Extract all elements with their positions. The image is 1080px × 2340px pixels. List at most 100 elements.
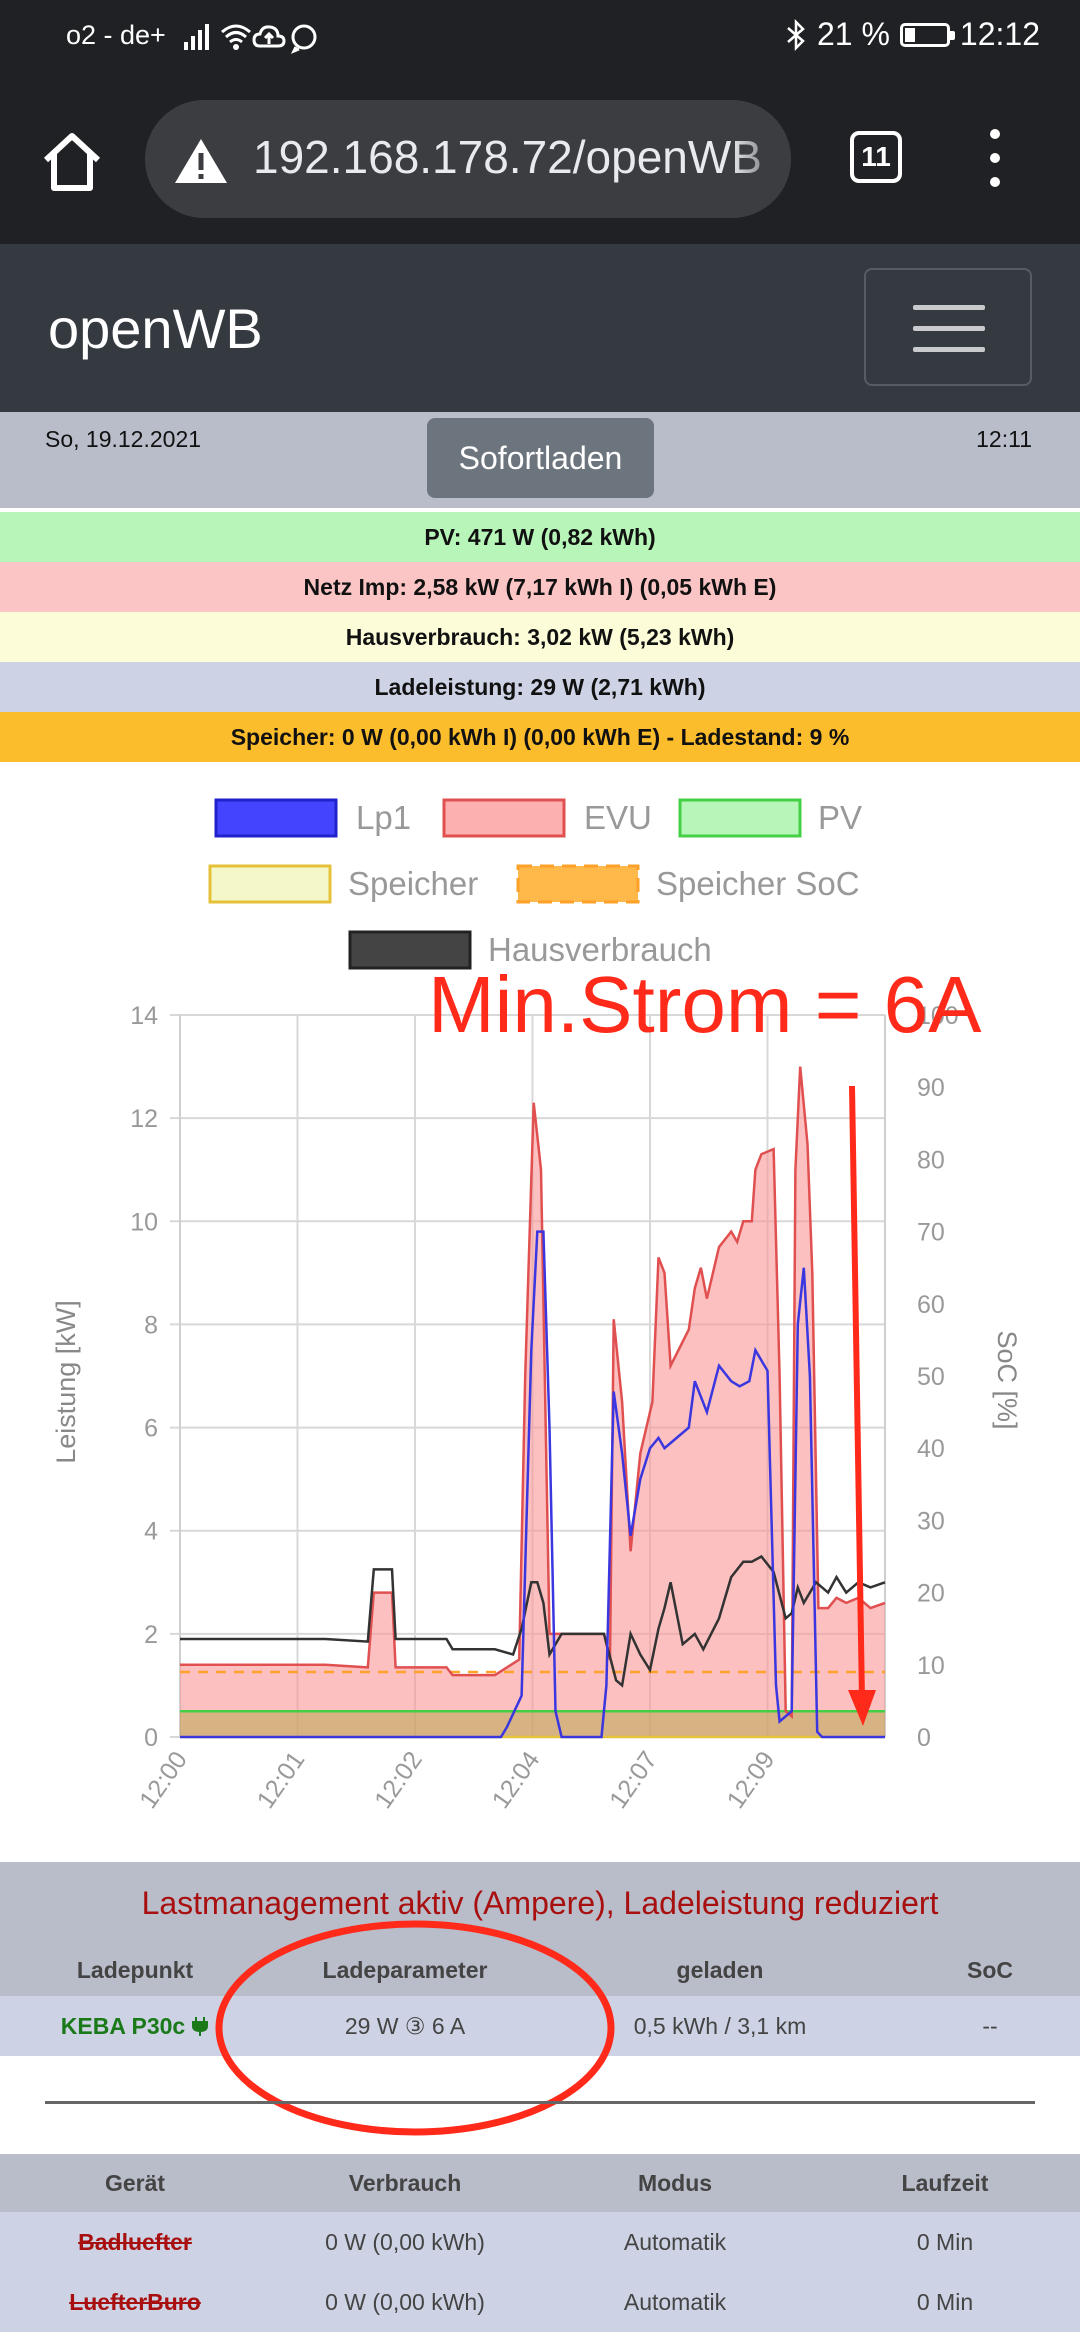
device-laufzeit: 0 Min bbox=[916, 2288, 974, 2315]
y2-tick-label: 70 bbox=[917, 1219, 945, 1247]
device-name[interactable]: Badluefter bbox=[78, 2228, 192, 2255]
highlight-ellipse bbox=[215, 1920, 615, 2136]
battery-percent: 21 % bbox=[816, 16, 890, 52]
y-axis-label: Leistung [kW] bbox=[51, 1300, 81, 1464]
y2-tick-label: 30 bbox=[917, 1507, 945, 1535]
y-tick-label: 2 bbox=[144, 1621, 158, 1649]
x-tick-label: 12:04 bbox=[487, 1746, 546, 1813]
pv-area bbox=[180, 1711, 885, 1737]
date-label: So, 19.12.2021 bbox=[45, 426, 202, 452]
soc-value: -- bbox=[982, 2012, 998, 2039]
x-tick-label: 12:02 bbox=[369, 1746, 428, 1813]
carrier-label: o2 - de+ bbox=[66, 20, 166, 50]
lp1-line bbox=[180, 1230, 885, 1739]
chart-legend: Lp1 EVU PV Speicher Speicher SoC Hausverbrauc… bbox=[208, 798, 862, 970]
bluetooth-icon bbox=[787, 18, 805, 51]
legend-label: EVU bbox=[584, 799, 652, 836]
pv-summary: PV: 471 W (0,82 kWh) bbox=[0, 512, 1080, 562]
brand-title[interactable]: openWB bbox=[48, 297, 263, 360]
x-tick-label: 12:01 bbox=[252, 1746, 311, 1813]
device-modus: Automatik bbox=[623, 2228, 727, 2255]
legend-label: Lp1 bbox=[356, 799, 411, 836]
col-soc: SoC bbox=[967, 1956, 1013, 1983]
annotation-arrow bbox=[848, 1085, 876, 1726]
power-chart: Lp1 EVU PV Speicher Speicher SoC Hausverbrauc… bbox=[51, 798, 1022, 1814]
y-tick-label: 0 bbox=[144, 1724, 158, 1752]
y2-tick-label: 80 bbox=[917, 1146, 945, 1174]
legend-swatch bbox=[214, 798, 338, 838]
lade-summary: Ladeleistung: 29 W (2,71 kWh) bbox=[0, 662, 1080, 712]
x-tick-label: 12:09 bbox=[722, 1746, 781, 1813]
battery-icon bbox=[899, 22, 955, 47]
x-tick-label: 12:00 bbox=[134, 1746, 193, 1813]
device-name[interactable]: LuefterBuro bbox=[69, 2288, 201, 2315]
time-label: 12:11 bbox=[976, 426, 1032, 452]
min-strom-annotation: Min.Strom = 6A bbox=[428, 960, 982, 1049]
col-geraet: Gerät bbox=[104, 2169, 166, 2196]
x-tick-label: 12:07 bbox=[604, 1746, 663, 1813]
ladepunkt-row[interactable]: KEBA P30c 29 W ③ 6 A 0,5 kWh / 3,1 km -- bbox=[0, 1996, 1080, 2056]
legend-swatch bbox=[208, 864, 332, 904]
y2-tick-label: 0 bbox=[917, 1724, 931, 1752]
tab-switcher-button[interactable]: 11 bbox=[850, 131, 902, 183]
netz-summary: Netz Imp: 2,58 kW (7,17 kWh I) (0,05 kWh… bbox=[0, 562, 1080, 612]
app-navbar: openWB bbox=[0, 244, 1080, 412]
device-table-header: Gerät Verbrauch Modus Laufzeit bbox=[0, 2154, 1080, 2212]
ladepunkt-name[interactable]: KEBA P30c bbox=[0, 1996, 270, 2056]
info-strip: So, 19.12.2021 Sofortladen 12:11 bbox=[0, 412, 1080, 508]
legend-label: Hausverbrauch bbox=[488, 931, 712, 968]
whatsapp-icon bbox=[290, 24, 317, 54]
hamburger-menu-icon[interactable] bbox=[864, 268, 1032, 386]
y2-tick-label: 50 bbox=[917, 1363, 945, 1391]
sofortladen-button[interactable]: Sofortladen bbox=[427, 418, 654, 498]
legend-swatch bbox=[442, 798, 566, 838]
wifi-icon bbox=[221, 24, 251, 44]
ladepunkt-table-header: Ladepunkt Ladeparameter geladen SoC bbox=[0, 1944, 1080, 1996]
signal-icon bbox=[184, 24, 209, 50]
evu-area bbox=[180, 1066, 885, 1737]
geladen-value: 0,5 kWh / 3,1 km bbox=[633, 2012, 807, 2039]
more-menu-icon[interactable] bbox=[980, 126, 1010, 190]
status-bar: o2 - de+ 21 % 12:12 bbox=[0, 0, 1080, 76]
y-tick-label: 12 bbox=[130, 1105, 158, 1133]
device-verbrauch: 0 W (0,00 kWh) bbox=[325, 2288, 485, 2315]
clock: 12:12 bbox=[959, 16, 1040, 52]
y2-tick-label: 60 bbox=[917, 1291, 945, 1319]
chart-lines bbox=[180, 1066, 886, 1739]
warning-icon bbox=[175, 139, 227, 183]
legend-label: Speicher SoC bbox=[656, 865, 860, 902]
address-bar[interactable]: 192.168.178.72/openWB bbox=[145, 100, 791, 218]
col-verbrauch: Verbrauch bbox=[348, 2169, 462, 2196]
speicher-summary: Speicher: 0 W (0,00 kWh I) (0,00 kWh E) … bbox=[0, 712, 1080, 762]
y2-tick-label: 100 bbox=[917, 1002, 959, 1030]
legend-label: PV bbox=[818, 799, 862, 836]
home-icon[interactable] bbox=[36, 126, 108, 198]
url-text: 192.168.178.72/openWB bbox=[253, 131, 762, 183]
col-ladeparameter: Ladeparameter bbox=[322, 1956, 488, 1983]
y-tick-label: 10 bbox=[130, 1208, 158, 1236]
lastmanagement-header: Lastmanagement aktiv (Ampere), Ladeleist… bbox=[0, 1862, 1080, 1944]
ladeparameter-value: 29 W ③ 6 A bbox=[344, 2012, 466, 2039]
y-tick-label: 4 bbox=[144, 1518, 158, 1546]
y-tick-label: 8 bbox=[144, 1311, 158, 1339]
browser-toolbar: 192.168.178.72/openWB 11 bbox=[0, 76, 1080, 244]
device-row[interactable]: Badluefter 0 W (0,00 kWh) Automatik 0 Mi… bbox=[0, 2212, 1080, 2272]
y2-axis-label: SoC [%] bbox=[992, 1330, 1022, 1429]
status-icons bbox=[184, 24, 317, 54]
legend-swatch bbox=[516, 864, 640, 904]
col-modus: Modus bbox=[637, 2169, 713, 2196]
evu-line bbox=[180, 1066, 886, 1720]
plug-icon bbox=[192, 2017, 209, 2036]
col-laufzeit: Laufzeit bbox=[901, 2169, 989, 2196]
y2-tick-label: 10 bbox=[917, 1652, 945, 1680]
section-divider bbox=[45, 2101, 1035, 2104]
device-row[interactable]: LuefterBuro 0 W (0,00 kWh) Automatik 0 M… bbox=[0, 2272, 1080, 2332]
haus-summary: Hausverbrauch: 3,02 kW (5,23 kWh) bbox=[0, 612, 1080, 662]
col-ladepunkt: Ladepunkt bbox=[76, 1956, 194, 1983]
device-verbrauch: 0 W (0,00 kWh) bbox=[325, 2228, 485, 2255]
y-tick-label: 14 bbox=[130, 1002, 158, 1030]
legend-swatch bbox=[678, 798, 802, 838]
hausverbrauch-line bbox=[180, 1554, 886, 1688]
y2-tick-label: 20 bbox=[917, 1580, 945, 1608]
col-geladen: geladen bbox=[676, 1956, 764, 1983]
